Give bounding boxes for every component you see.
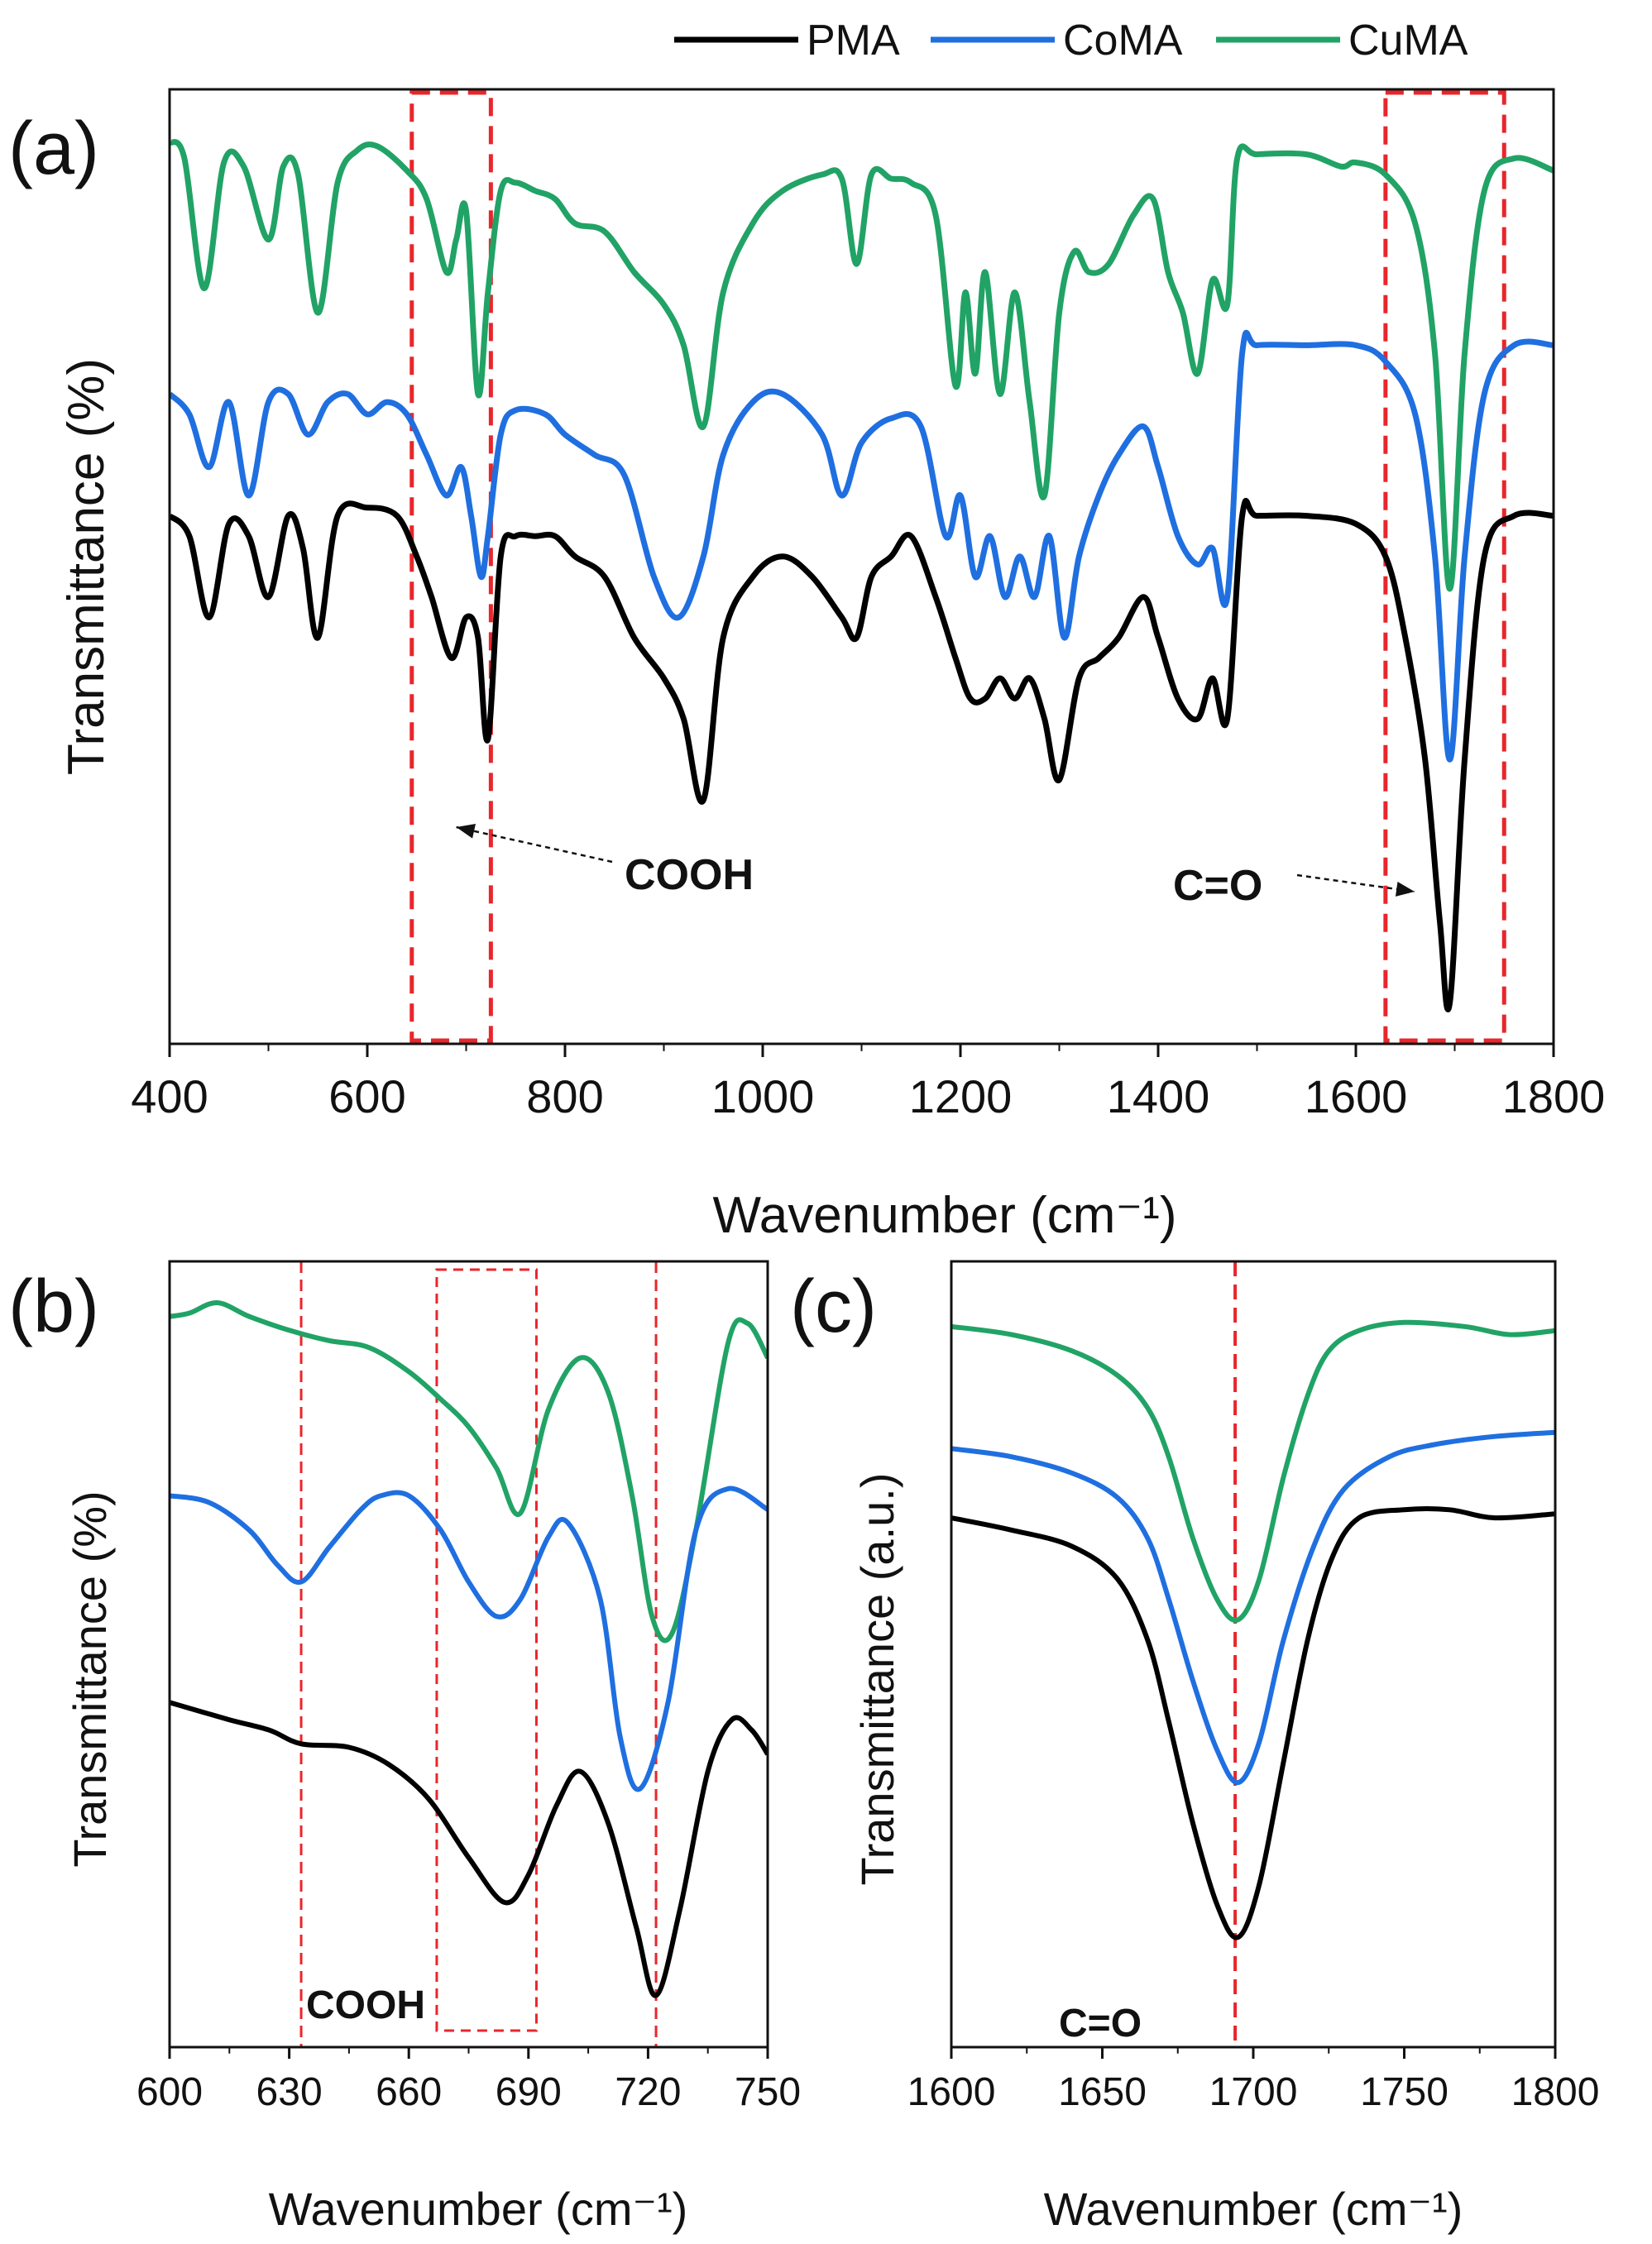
panel-b-x-axis: 600 630 660 690 720 750 [136,2047,801,2114]
panel-c-x-tick-label-1600: 1600 [907,2070,996,2114]
panel-b-x-tick-label-630: 630 [256,2070,323,2114]
panel-c-y-axis-title: Transmittance (a.u.) [851,1473,903,1886]
panel-a-x-tick-label-400: 400 [131,1070,208,1122]
panel-c-series-pma [951,1506,1555,1940]
panel-c-plot-area: 1600 1650 1700 1750 1800 [907,1260,1600,2114]
panel-a-co-arrow-head [1395,882,1415,897]
legend: PMA CoMA CuMA [674,17,1468,65]
panel-a-x-tick-label-1400: 1400 [1107,1070,1210,1122]
panel-a-x-axis-title: Wavenumber (cm⁻¹) [713,1187,1177,1244]
panel-b-x-tick-label-660: 660 [376,2070,442,2114]
panel-a-cooh-arrow-head [456,824,476,839]
panel-a-x-tick-label-600: 600 [328,1070,405,1122]
panel-c-series-group [951,1319,1555,1940]
panel-b-x-tick-label-720: 720 [615,2070,681,2114]
panel-a-highlight-box-1 [409,90,493,1043]
panel-c-annotation-co: C=O [1059,2002,1142,2045]
panel-c-x-tick-label-1700: 1700 [1209,2070,1298,2114]
panel-a-series-cuma [170,139,1554,592]
panel-b-series-group [170,1300,768,1998]
legend-item-cuma: CuMA [1216,17,1468,65]
panel-c-series-coma [951,1429,1555,1786]
panel-a-x-tick-label-800: 800 [526,1070,603,1122]
panel-b-x-tick-label-600: 600 [136,2070,203,2114]
panel-b-series-coma [170,1486,768,1792]
panel-a-x-tick-label-1200: 1200 [909,1070,1013,1122]
panel-b-series-pma [170,1700,768,1998]
panel-a-series-pma [170,498,1554,1012]
panel-b-plot-area: 600 630 660 690 720 750 [136,1260,801,2114]
panel-a-x-tick-label-1000: 1000 [711,1070,815,1122]
panel-c-x-axis: 1600 1650 1700 1750 1800 [907,2047,1600,2114]
panel-a-letter: (a) [8,108,99,190]
legend-item-pma: PMA [674,17,900,65]
panel-c-x-axis-title: Wavenumber (cm⁻¹) [1044,2183,1463,2235]
legend-label-coma: CoMA [1063,17,1183,65]
panel-c-letter: (c) [790,1266,877,1348]
panel-b-x-axis-title: Wavenumber (cm⁻¹) [269,2183,688,2235]
panel-c-series-cuma [951,1319,1555,1623]
panel-a-annotation-co: C=O [1173,862,1262,910]
panel-a-series-group [170,139,1554,1012]
panel-c: (c) 1600 1650 1700 1750 1800 Wavenumber (cm⁻… [790,1260,1600,2235]
panel-b-y-axis-title: Transmittance (%) [64,1490,116,1867]
panel-a-y-axis-title: Transmittance (%) [58,358,115,775]
panel-a-x-tick-label-1800: 1800 [1502,1070,1606,1122]
legend-label-cuma: CuMA [1348,17,1468,65]
panel-a-series-coma [170,329,1554,763]
panel-a-plot-area: 400 600 800 1000 1200 1400 1600 1800 [131,88,1605,1122]
panel-a: (a) 400 600 800 1000 1200 1400 1600 1800 Wavenu… [8,88,1605,1244]
panel-b-highlight-box-1 [435,1268,538,2032]
panel-b: (b) 600 630 660 690 720 750 Wavenumber (cm⁻¹)… [8,1260,801,2235]
panel-c-frame [950,1260,1557,2049]
panel-a-annotation-cooh: COOH [625,851,754,899]
panel-c-x-tick-label-1650: 1650 [1058,2070,1147,2114]
legend-item-coma: CoMA [931,17,1183,65]
panel-a-x-tick-label-1600: 1600 [1305,1070,1408,1122]
panel-a-co-arrow-line [1296,873,1415,893]
panel-a-x-axis: 400 600 800 1000 1200 1400 1600 1800 [131,1044,1605,1122]
panel-b-annotation-cooh: COOH [306,1983,425,2027]
panel-a-highlight-box-2 [1383,90,1506,1043]
panel-c-x-tick-label-1750: 1750 [1360,2070,1448,2114]
panel-a-cooh-arrow-line [456,825,613,864]
panel-b-x-tick-label-690: 690 [496,2070,562,2114]
panel-b-letter: (b) [8,1266,99,1348]
legend-label-pma: PMA [807,17,900,65]
panel-b-x-tick-label-750: 750 [735,2070,801,2114]
panel-b-series-cuma [170,1300,768,1644]
panel-c-x-tick-label-1800: 1800 [1511,2070,1600,2114]
